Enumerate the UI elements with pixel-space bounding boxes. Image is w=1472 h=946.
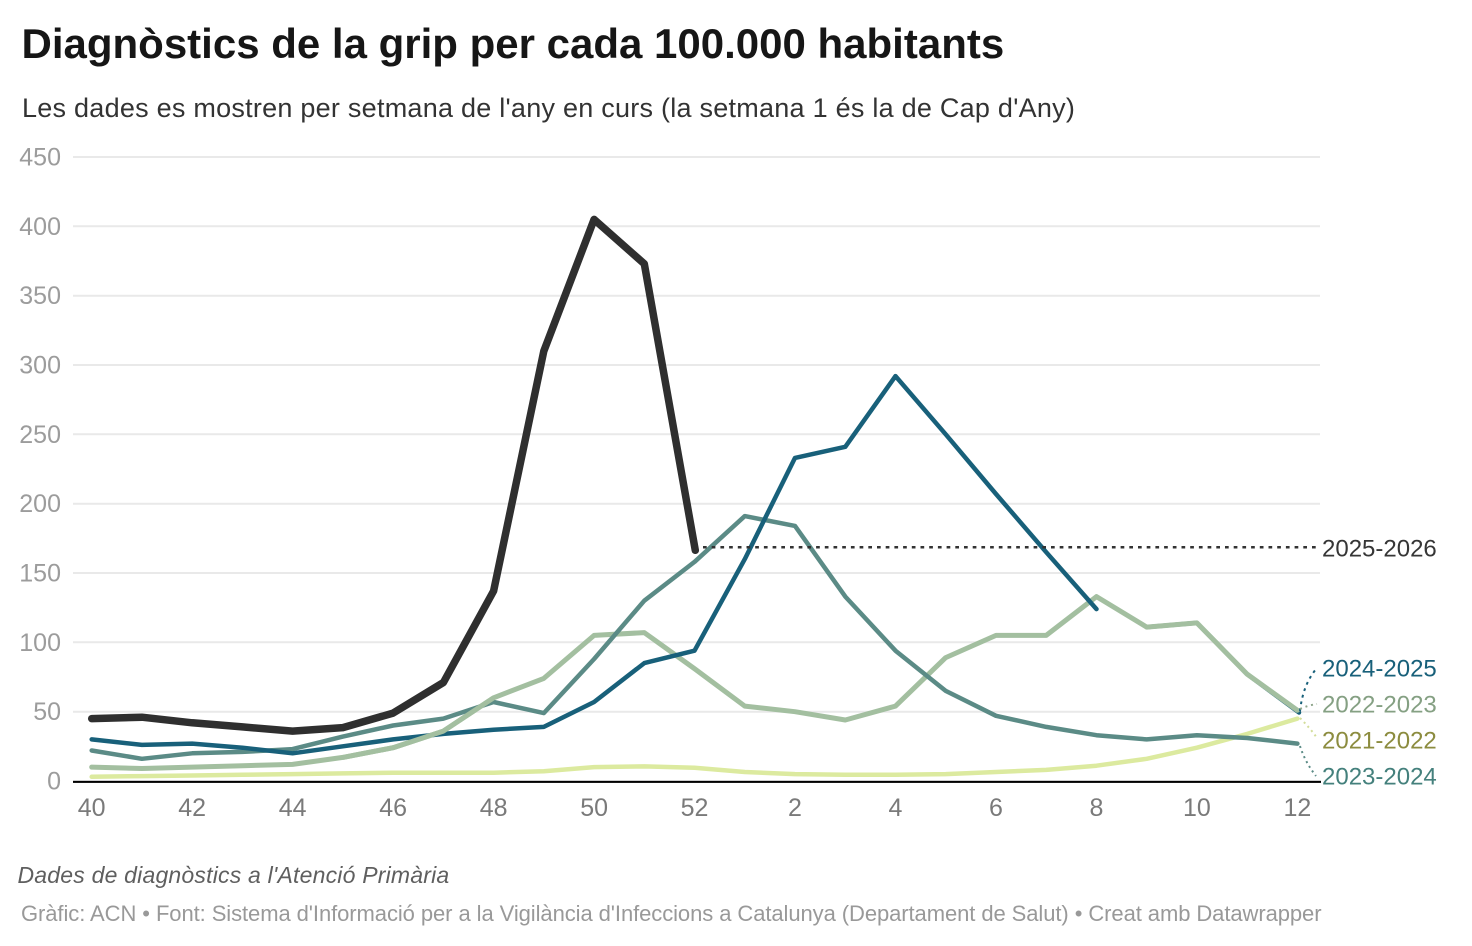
svg-text:8: 8 xyxy=(1090,794,1104,822)
svg-text:400: 400 xyxy=(19,213,61,241)
svg-text:2022-2023: 2022-2023 xyxy=(1322,692,1437,719)
svg-text:50: 50 xyxy=(580,794,608,822)
svg-text:2021-2022: 2021-2022 xyxy=(1322,728,1437,755)
svg-text:150: 150 xyxy=(19,560,61,588)
svg-text:4: 4 xyxy=(889,794,903,822)
svg-text:44: 44 xyxy=(279,794,307,822)
svg-text:2024-2025: 2024-2025 xyxy=(1322,656,1437,683)
svg-text:40: 40 xyxy=(78,794,106,822)
svg-text:48: 48 xyxy=(480,794,508,822)
svg-text:10: 10 xyxy=(1183,794,1211,822)
svg-text:12: 12 xyxy=(1283,794,1311,822)
svg-text:450: 450 xyxy=(19,144,61,172)
svg-text:52: 52 xyxy=(681,794,709,822)
svg-text:350: 350 xyxy=(19,282,61,310)
svg-text:50: 50 xyxy=(33,698,61,726)
svg-text:0: 0 xyxy=(47,768,61,796)
svg-text:46: 46 xyxy=(379,794,407,822)
svg-text:300: 300 xyxy=(19,352,61,380)
svg-text:200: 200 xyxy=(19,490,61,518)
svg-text:2025-2026: 2025-2026 xyxy=(1322,536,1437,563)
svg-text:2: 2 xyxy=(788,794,802,822)
svg-text:2023-2024: 2023-2024 xyxy=(1322,764,1437,791)
svg-text:100: 100 xyxy=(19,629,61,657)
svg-text:6: 6 xyxy=(989,794,1003,822)
svg-text:42: 42 xyxy=(178,794,206,822)
svg-text:250: 250 xyxy=(19,421,61,449)
